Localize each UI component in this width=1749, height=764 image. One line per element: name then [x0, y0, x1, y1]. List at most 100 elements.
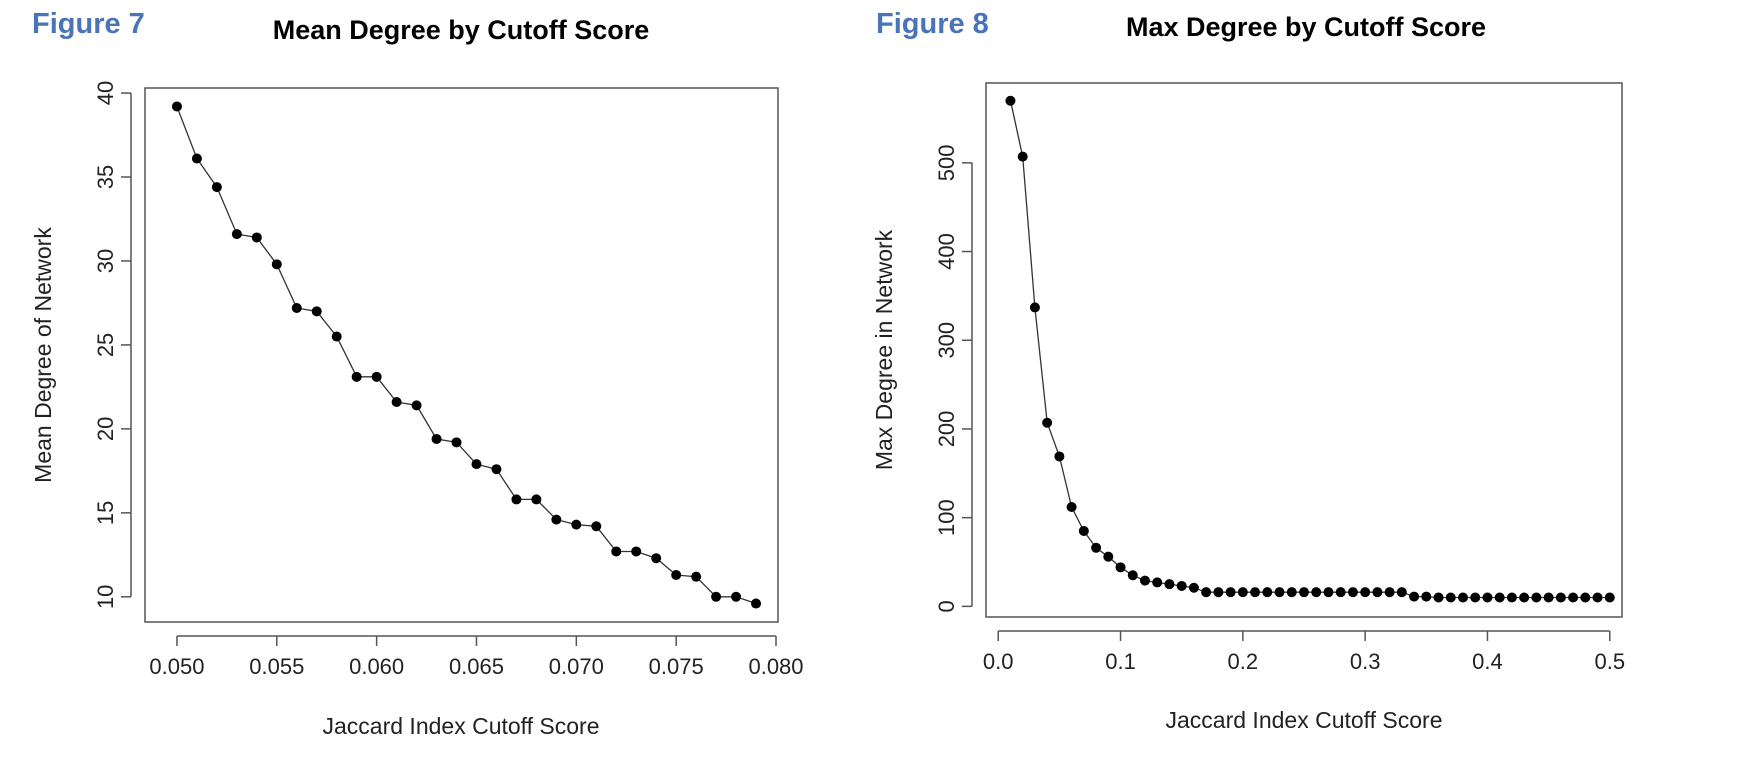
data-point: [1078, 525, 1089, 536]
x-axis-label: Jaccard Index Cutoff Score: [323, 713, 600, 739]
data-point: [1066, 502, 1077, 513]
data-point: [1005, 95, 1016, 106]
data-point: [1103, 551, 1114, 562]
data-point: [611, 546, 622, 557]
y-tick-label: 20: [93, 417, 118, 441]
plot-frame: [144, 87, 779, 623]
series-line: [1009, 100, 1610, 599]
data-point: [1360, 587, 1371, 598]
plot-frame: [985, 82, 1623, 618]
data-point: [1458, 592, 1468, 603]
data-point: [251, 232, 262, 243]
data-point: [531, 494, 542, 505]
y-tick-label: 100: [934, 499, 959, 536]
data-point: [471, 459, 482, 470]
data-point: [1286, 587, 1297, 598]
y-tick-label: 10: [93, 585, 118, 609]
data-point: [331, 331, 342, 342]
data-point: [451, 437, 462, 448]
mean-degree-chart: Mean Degree by Cutoff Score 0.050 0.055 0.…: [30, 15, 804, 739]
data-point: [1519, 592, 1530, 603]
x-tick-label: 0.070: [549, 654, 604, 679]
data-point: [1042, 417, 1053, 428]
data-point: [671, 569, 682, 580]
y-tick-label: 15: [93, 501, 118, 525]
data-point: [1188, 582, 1199, 593]
x-tick-label: 0.060: [349, 654, 404, 679]
data-point: [1421, 591, 1432, 602]
data-point: [1604, 592, 1615, 603]
data-point: [751, 598, 762, 609]
y-tick-label: 35: [93, 165, 118, 189]
data-point: [391, 397, 402, 408]
data-point: [1262, 587, 1273, 598]
y-tick-label: 40: [93, 81, 118, 105]
data-point: [1164, 579, 1175, 590]
data-point: [411, 400, 422, 411]
data-point: [431, 433, 442, 444]
data-point: [1470, 592, 1481, 603]
data-point: [571, 519, 582, 530]
data-point: [1323, 587, 1334, 598]
data-point: [1091, 542, 1102, 553]
data-point: [591, 521, 602, 532]
data-point: [731, 591, 742, 602]
y-tick-label: 500: [934, 144, 959, 181]
y-tick-label: 0: [934, 600, 959, 612]
data-point: [491, 464, 502, 475]
data-point: [191, 153, 202, 164]
x-tick-label: 0.3: [1350, 649, 1381, 674]
x-tick-label: 0.065: [449, 654, 504, 679]
data-point: [1299, 587, 1309, 598]
data-point: [551, 514, 562, 525]
y-tick-label: 200: [934, 411, 959, 448]
x-axis-label: Jaccard Index Cutoff Score: [1166, 707, 1443, 733]
data-point: [1237, 587, 1248, 598]
data-point: [1482, 592, 1493, 603]
y-axis-label: Mean Degree of Network: [30, 227, 56, 483]
x-tick-label: 0.4: [1472, 649, 1503, 674]
y-tick-label: 25: [93, 333, 118, 357]
data-point: [211, 182, 222, 193]
data-point: [171, 101, 182, 112]
max-degree-chart: Max Degree by Cutoff Score 0.0 0.1 0.2 0.3 0…: [874, 12, 1625, 733]
y-tick-label: 30: [93, 249, 118, 273]
data-point: [1568, 592, 1579, 603]
data-point: [1396, 587, 1407, 598]
data-point: [271, 259, 282, 270]
data-point: [1250, 587, 1261, 598]
data-point: [311, 306, 322, 317]
x-axis: 0.050 0.055 0.060 0.065 0.070 0.075 0.080: [149, 635, 804, 679]
data-point: [1201, 587, 1212, 598]
x-tick-label: 0.055: [249, 654, 304, 679]
data-point: [1311, 587, 1322, 598]
data-point: [1213, 587, 1224, 598]
data-point: [1445, 592, 1456, 603]
y-axis: 10 15 20 25 30 35 40: [93, 81, 132, 609]
y-axis-label: Max Degree in Network: [874, 229, 897, 470]
data-point: [1054, 451, 1065, 462]
data-point: [1531, 592, 1542, 603]
series: [171, 101, 762, 609]
data-point: [1433, 592, 1444, 603]
data-point: [1225, 587, 1236, 598]
chart-title: Mean Degree by Cutoff Score: [273, 15, 650, 45]
data-point: [1347, 587, 1358, 598]
y-axis: 0 100 200 300 400 500: [934, 144, 973, 612]
data-point: [371, 371, 382, 382]
data-point: [1372, 587, 1383, 598]
data-point: [1580, 592, 1591, 603]
x-tick-label: 0.2: [1228, 649, 1259, 674]
x-tick-label: 0.075: [649, 654, 704, 679]
data-point: [631, 546, 642, 557]
data-point: [1555, 592, 1566, 603]
figure-7-label: Figure 7: [32, 8, 145, 40]
data-point: [351, 371, 362, 382]
data-point: [1592, 592, 1603, 603]
data-point: [1506, 592, 1517, 603]
data-point: [1543, 592, 1554, 603]
data-point: [711, 591, 722, 602]
data-point: [651, 553, 662, 564]
data-point: [1127, 570, 1138, 581]
data-point: [1384, 587, 1395, 598]
